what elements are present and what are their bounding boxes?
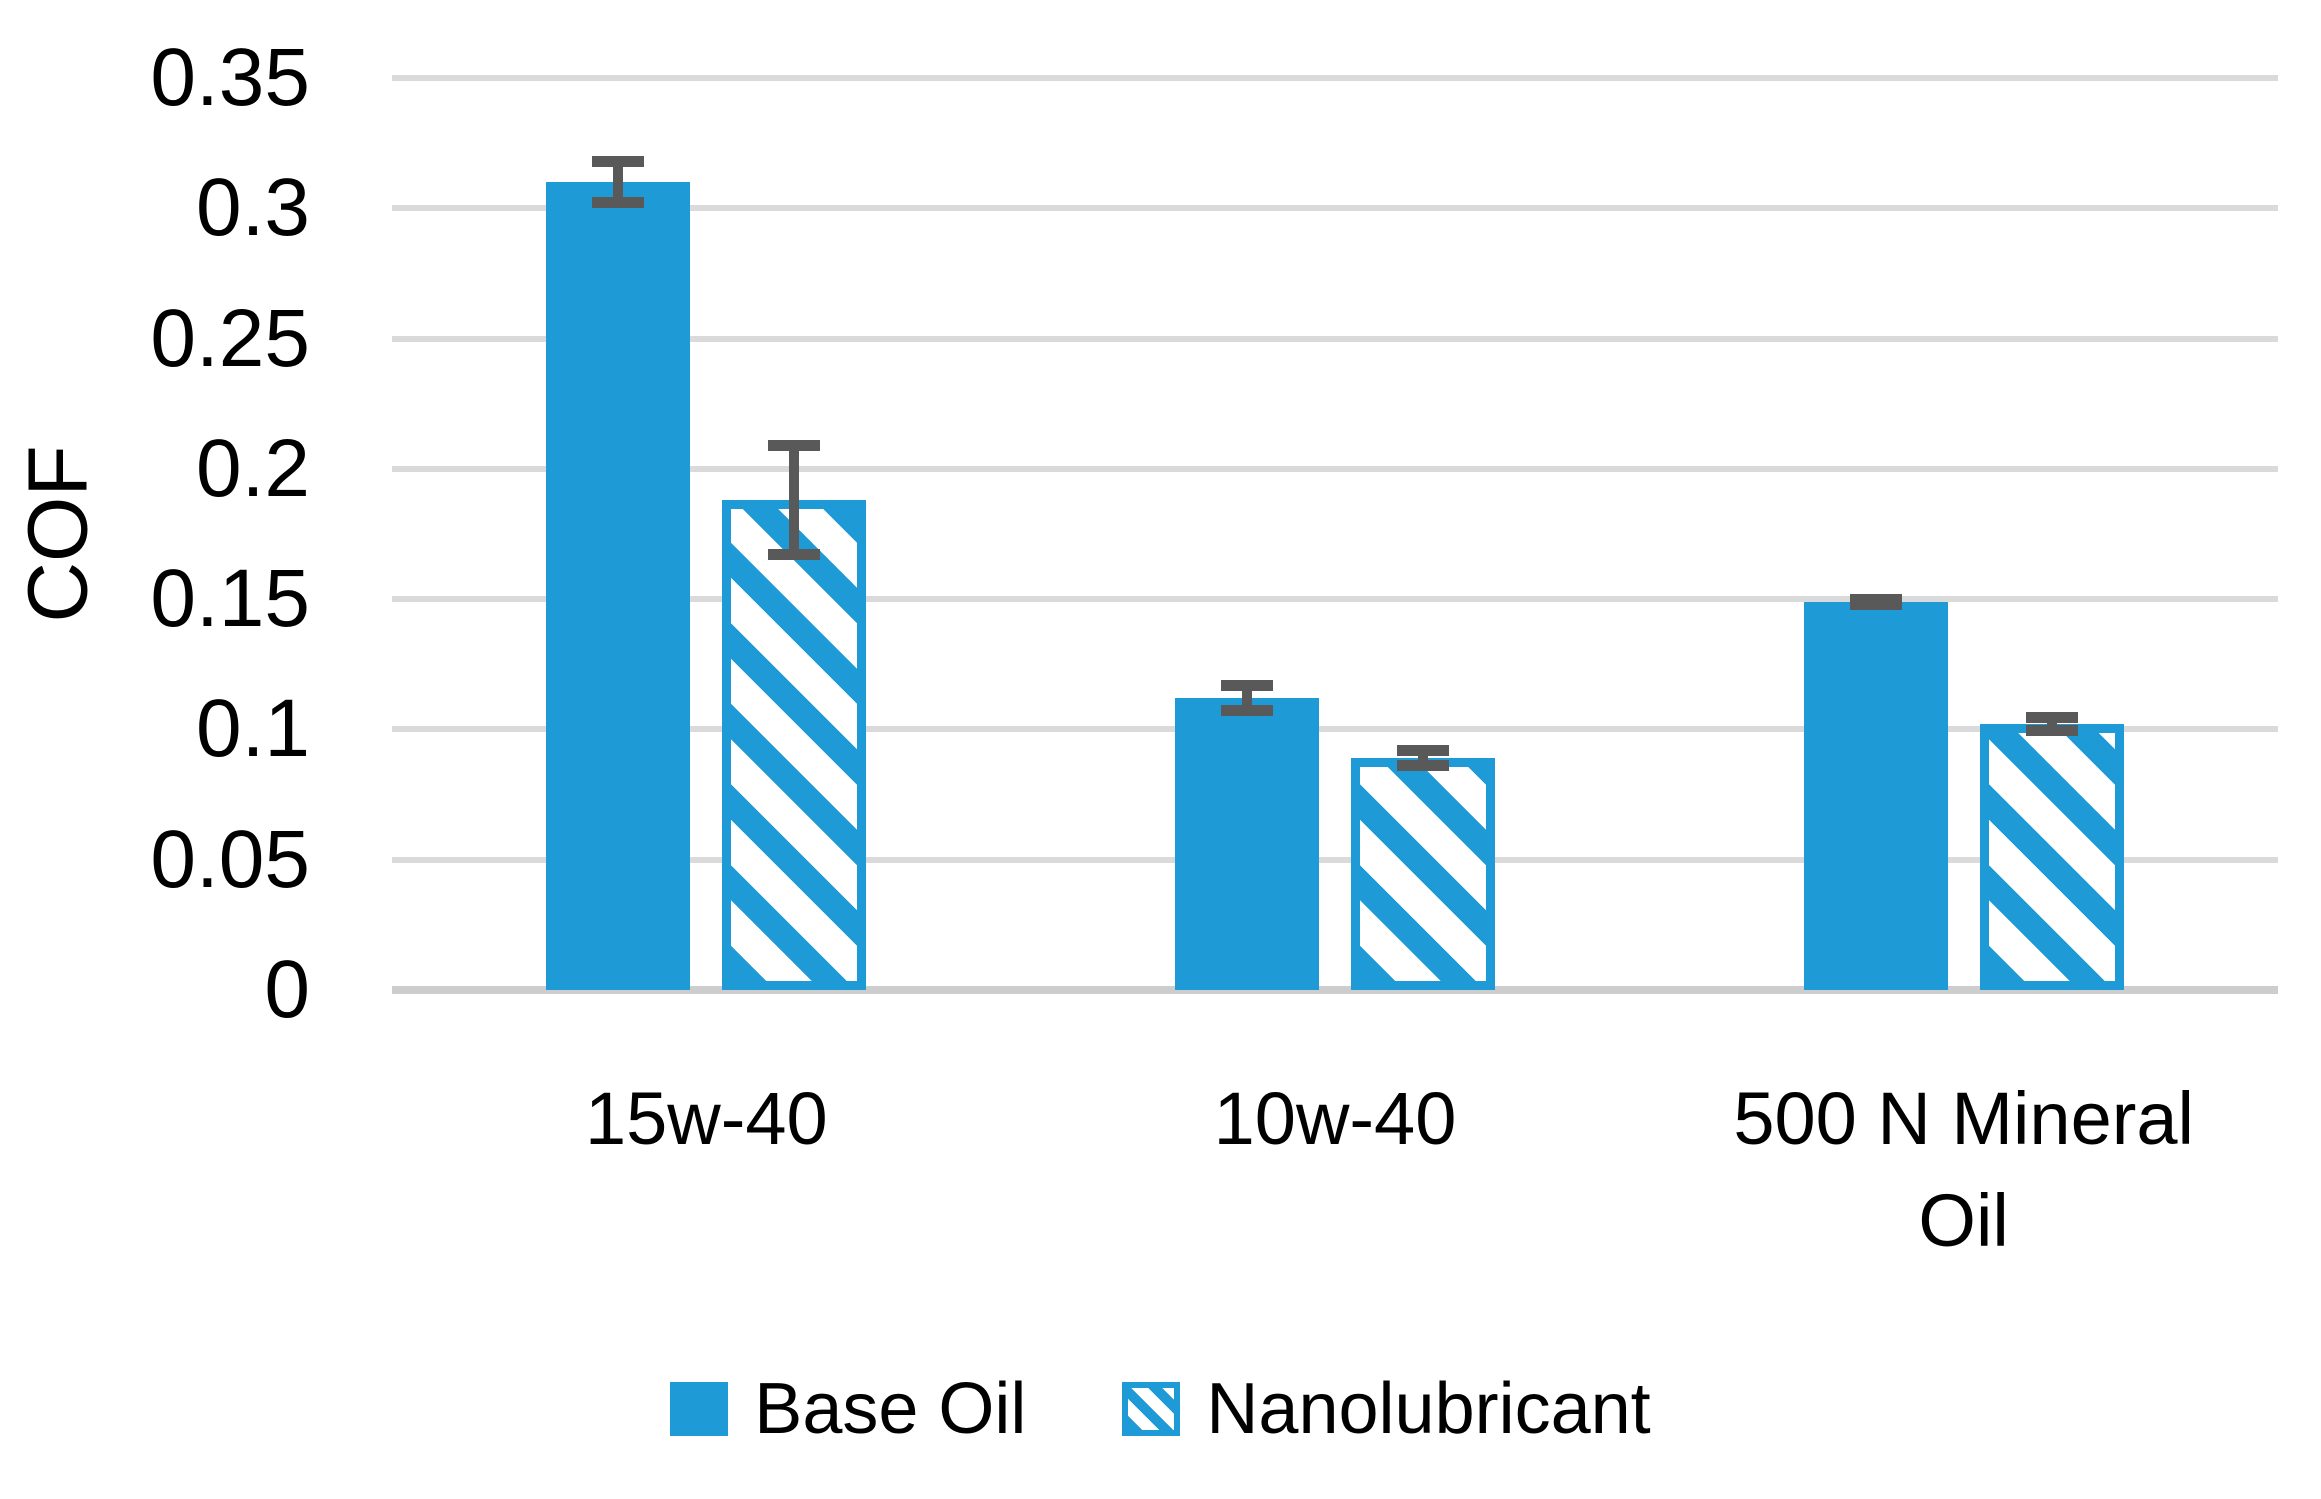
- gridline: [392, 465, 2278, 472]
- error-bar-cap-top: [1221, 679, 1273, 691]
- error-bar-cap-bottom: [1397, 760, 1449, 772]
- gridline: [392, 335, 2278, 342]
- y-tick-label: 0.35: [150, 32, 310, 123]
- x-tick-label: 10w-40: [1213, 1077, 1457, 1160]
- y-tick-label: 0.3: [196, 162, 310, 254]
- error-bar-line: [1418, 745, 1428, 772]
- error-bar-line: [2046, 712, 2057, 736]
- error-bar-cap-bottom: [1849, 598, 1902, 610]
- error-bar-cap-top: [1397, 745, 1449, 757]
- error-bar-cap-bottom: [2025, 724, 2078, 736]
- y-tick-label: 0: [264, 944, 310, 1035]
- y-tick-label: 0.05: [150, 813, 310, 905]
- bar-base-oil: [546, 182, 691, 990]
- error-bar-line: [1242, 679, 1252, 717]
- bar-base-oil: [1803, 601, 1948, 990]
- error-bar: [1804, 593, 1948, 610]
- gridline: [392, 596, 2278, 603]
- legend-swatch-hatched: [1122, 1382, 1181, 1436]
- error-bar: [1175, 679, 1319, 717]
- gridline: [392, 75, 2278, 81]
- error-bar: [722, 440, 866, 561]
- error-bar-line: [789, 440, 800, 561]
- error-bar-line: [613, 156, 624, 209]
- bar-nanolubricant: [1979, 724, 2124, 990]
- legend-item-base-oil: Base Oil: [670, 1368, 1026, 1450]
- plot-area: [392, 75, 2278, 994]
- legend: Base Oil Nanolubricant: [0, 1368, 2321, 1450]
- x-tick-label: 500 N Mineral Oil: [1733, 1077, 2194, 1262]
- legend-label: Base Oil: [754, 1369, 1027, 1449]
- error-bar-cap-bottom: [1221, 705, 1273, 717]
- bar-base-oil: [1175, 698, 1319, 990]
- gridline: [392, 856, 2278, 863]
- error-bar-cap-bottom: [768, 549, 821, 561]
- error-bar-cap-top: [768, 440, 821, 452]
- error-bar: [1351, 745, 1495, 772]
- y-tick-label: 0.1: [196, 683, 310, 775]
- error-bar: [1980, 712, 2124, 736]
- bar-nanolubricant: [1351, 758, 1495, 990]
- y-tick-label: 0.2: [196, 422, 310, 514]
- x-axis-line: [392, 986, 2278, 994]
- gridline: [392, 205, 2278, 212]
- legend-label: Nanolubricant: [1206, 1369, 1651, 1449]
- x-tick-label: 15w-40: [584, 1077, 828, 1160]
- y-tick-label: 0.15: [150, 553, 310, 645]
- error-bar-cap-bottom: [592, 197, 645, 209]
- bar-nanolubricant: [722, 500, 867, 990]
- error-bar-cap-top: [2025, 712, 2078, 724]
- legend-item-nanolubricant: Nanolubricant: [1122, 1368, 1651, 1450]
- gridline: [392, 726, 2278, 733]
- y-tick-label: 0.25: [150, 292, 310, 384]
- error-bar: [546, 156, 690, 209]
- legend-swatch-solid: [670, 1382, 729, 1436]
- error-bar-cap-top: [592, 156, 645, 168]
